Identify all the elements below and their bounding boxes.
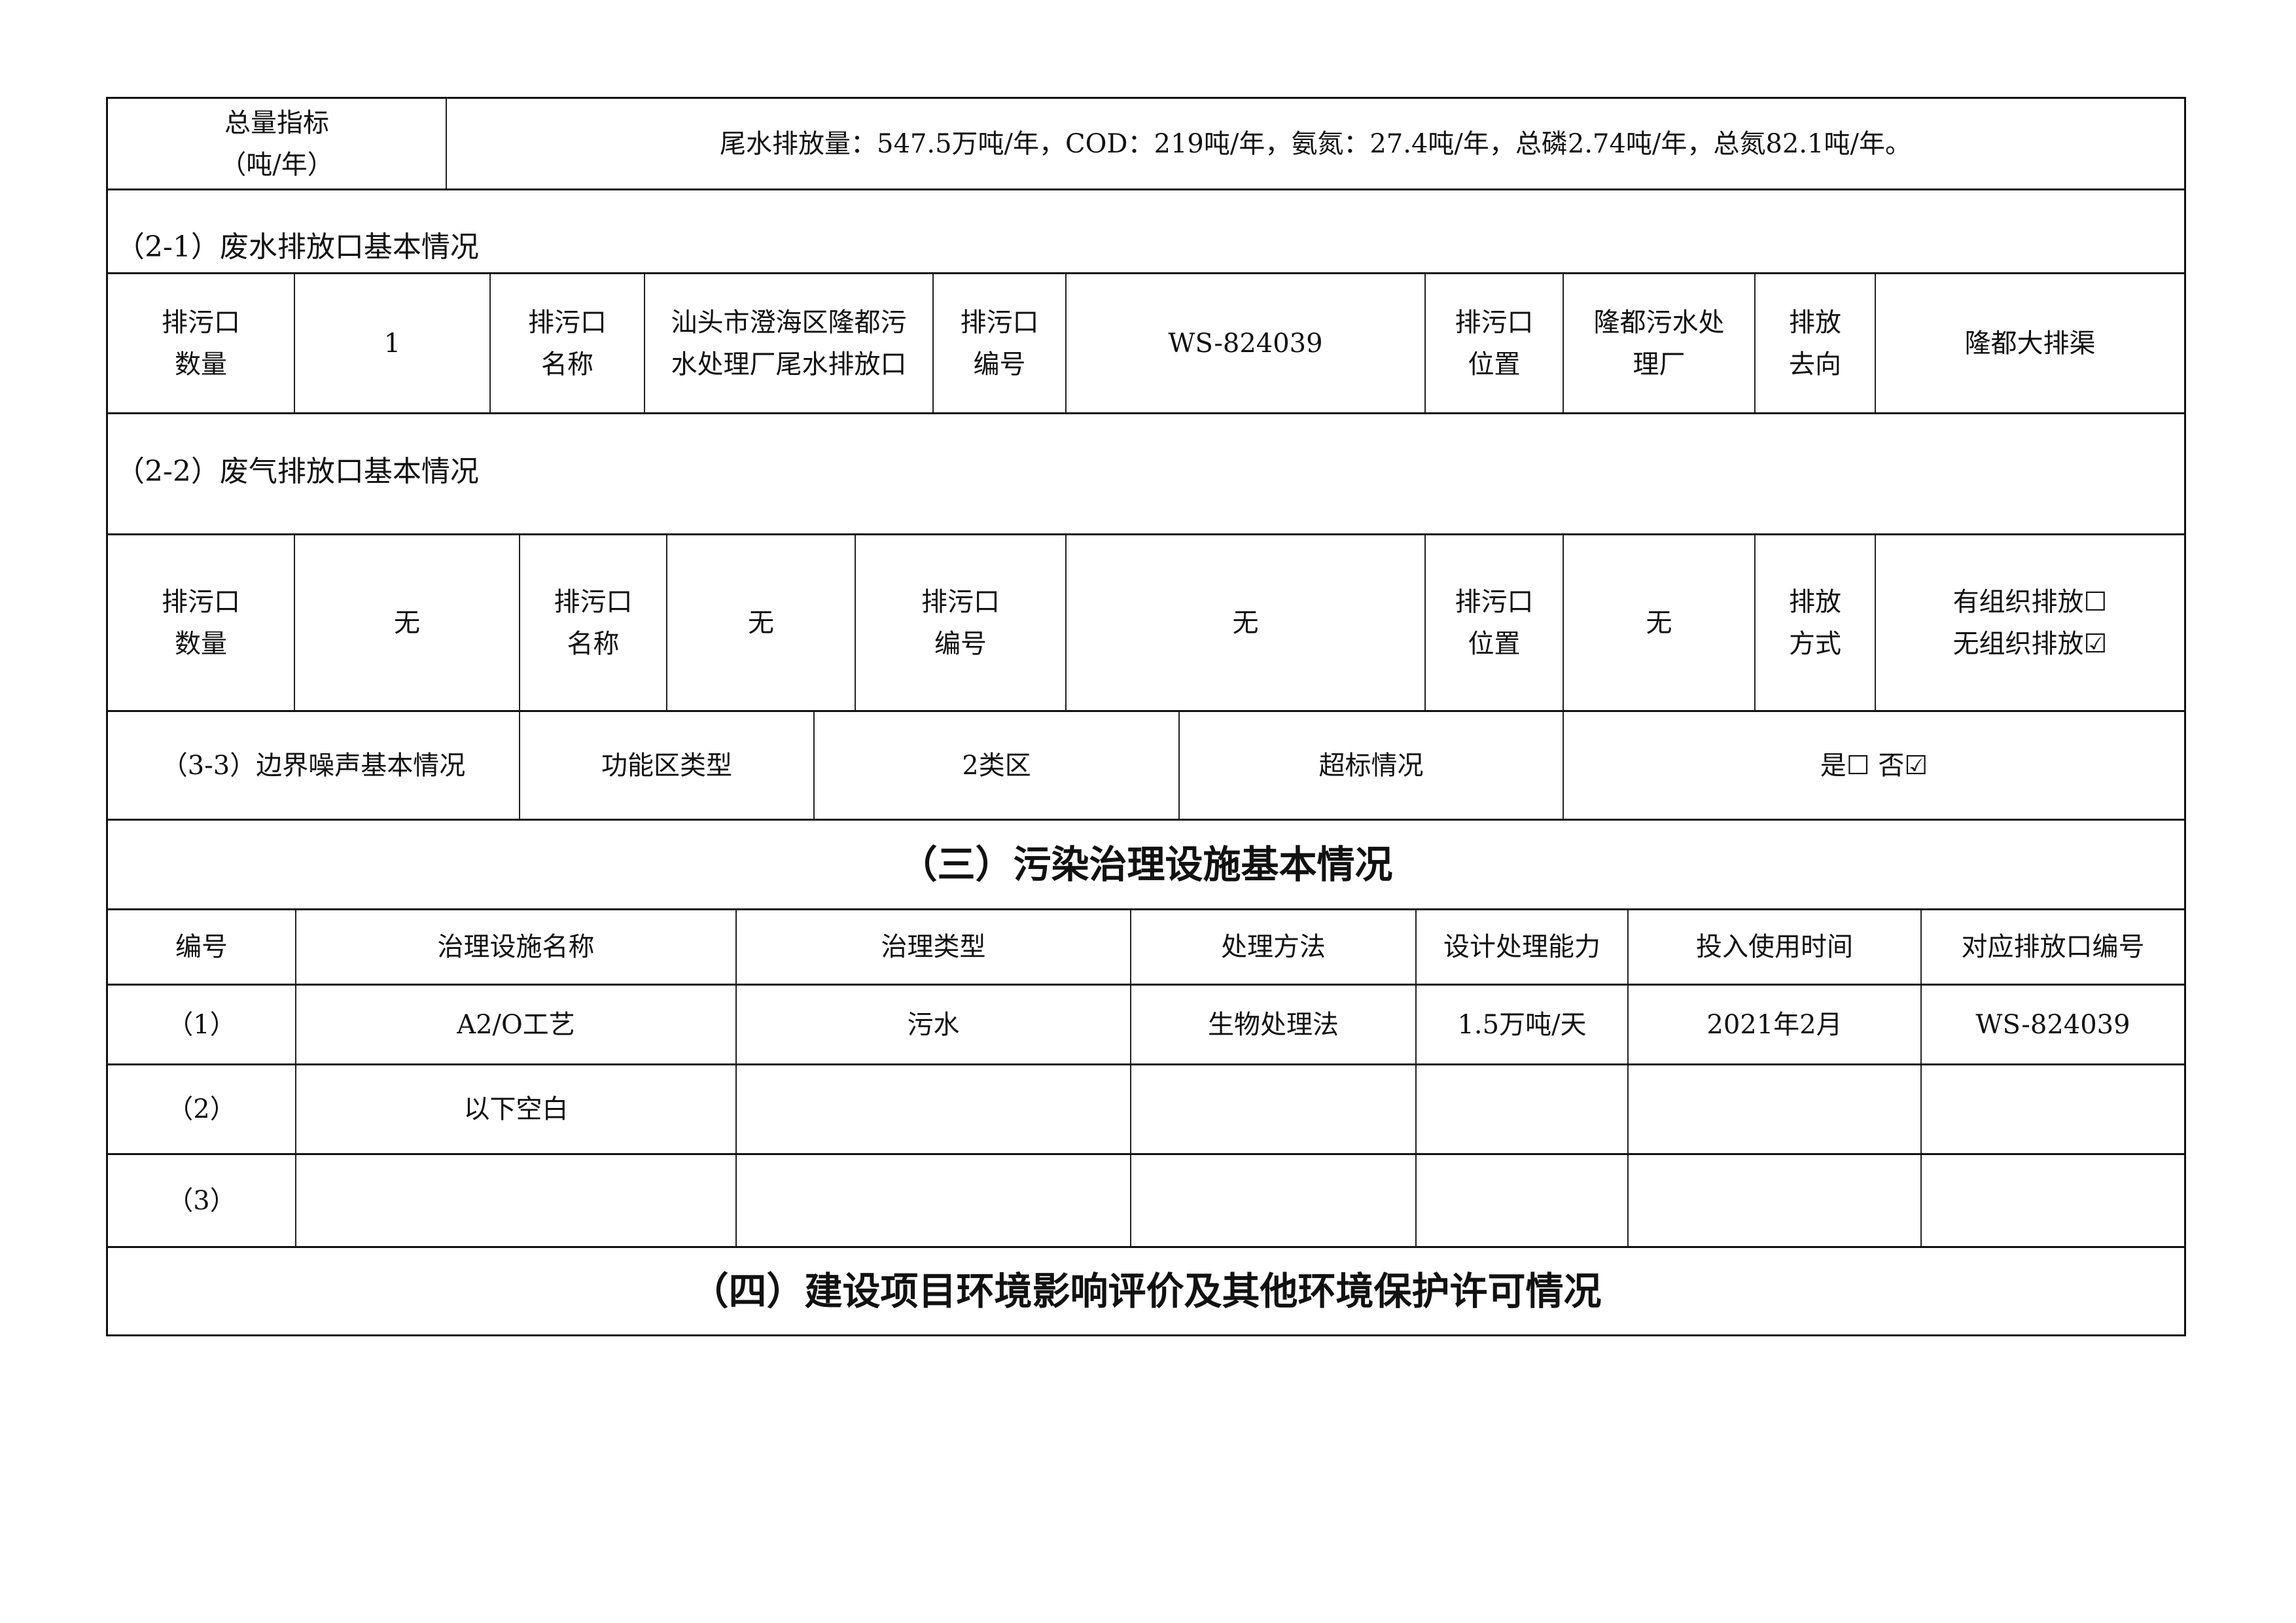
total-label: 总量指标 （吨/年）: [108, 99, 447, 188]
table-row: （1） A2/O工艺 污水 生物处理法 1.5万吨/天 2021年2月 WS-824039: [108, 986, 2184, 1065]
wastewater-cell-5: WS-824039: [1067, 274, 1426, 412]
wastewater-cell-3: 汕头市澄海区隆都污 水处理厂尾水排放口: [645, 274, 934, 412]
gas-cell-7: 无: [1564, 535, 1756, 710]
facility-header-1: 治理设施名称: [296, 910, 737, 984]
table-row: （2） 以下空白: [108, 1065, 2184, 1155]
facility-cell-0: （1）: [108, 986, 296, 1063]
gas-cell-4: 排污口 编号: [856, 535, 1067, 710]
facility-cell-6: [1922, 1065, 2184, 1153]
facility-header-4: 设计处理能力: [1417, 910, 1629, 984]
facility-cell-5: 2021年2月: [1629, 986, 1922, 1063]
facility-cell-2: [737, 1065, 1131, 1153]
gas-cell-2: 排污口 名称: [520, 535, 667, 710]
facility-cell-1: A2/O工艺: [296, 986, 737, 1063]
table-row: （3）: [108, 1155, 2184, 1248]
gas-cell-8: 排放 方式: [1756, 535, 1876, 710]
wastewater-cell-4: 排污口 编号: [934, 274, 1067, 412]
facility-cell-1: [296, 1155, 737, 1246]
noise-cell-0: （3-3）边界噪声基本情况: [108, 712, 520, 819]
facility-header-0: 编号: [108, 910, 296, 984]
facility-cell-5: [1629, 1155, 1922, 1246]
facility-header-5: 投入使用时间: [1629, 910, 1922, 984]
wastewater-heading-row: （2-1）废水排放口基本情况: [108, 190, 2184, 274]
noise-cell-4: 是☐ 否☑: [1820, 750, 1928, 781]
wastewater-cell-2: 排污口 名称: [491, 274, 645, 412]
facility-cell-6: WS-824039: [1975, 1009, 2130, 1040]
wastewater-heading: （2-1）废水排放口基本情况: [116, 230, 479, 264]
facility-cell-3: 生物处理法: [1131, 986, 1417, 1063]
facility-cell-3: [1131, 1065, 1417, 1153]
facility-cell-4: [1417, 1155, 1629, 1246]
wastewater-cell-8: 排放 去向: [1756, 274, 1876, 412]
wastewater-row: 排污口 数量 1 排污口 名称 汕头市澄海区隆都污 水处理厂尾水排放口 排污口 编号 WS…: [108, 274, 2184, 414]
wastewater-cell-7: 隆都污水处 理厂: [1564, 274, 1756, 412]
document-table: 总量指标 （吨/年） 尾水排放量：547.5万吨/年，COD：219吨/年，氨氮…: [106, 97, 2186, 1336]
gas-heading-row: （2-2）废气排放口基本情况: [108, 414, 2184, 535]
wastewater-cell-6: 排污口 位置: [1426, 274, 1564, 412]
noise-cell-1: 功能区类型: [520, 712, 815, 819]
facility-header-2: 治理类型: [737, 910, 1131, 984]
gas-cell-6: 排污口 位置: [1426, 535, 1564, 710]
gas-heading: （2-2）废气排放口基本情况: [116, 455, 479, 488]
gas-cell-1: 无: [295, 535, 520, 710]
gas-cell-9: 有组织排放☐ 无组织排放☑: [1952, 586, 2108, 659]
facility-cell-5: [1629, 1065, 1922, 1153]
facility-cell-0: （3）: [108, 1155, 296, 1246]
wastewater-cell-0: 排污口 数量: [108, 274, 295, 412]
noise-row: （3-3）边界噪声基本情况 功能区类型 2类区 超标情况 是☐ 否☑: [108, 712, 2184, 821]
facility-cell-4: 1.5万吨/天: [1417, 986, 1629, 1063]
facility-cell-2: [737, 1155, 1131, 1246]
facilities-title: （三）污染治理设施基本情况: [899, 842, 1393, 887]
wastewater-cell-1: 1: [295, 274, 491, 412]
gas-cell-5: 无: [1067, 535, 1426, 710]
facility-cell-6: [1922, 1155, 2184, 1246]
section4-title: （四）建设项目环境影响评价及其他环境保护许可情况: [690, 1269, 1602, 1313]
total-value: 尾水排放量：547.5万吨/年，COD：219吨/年，氨氮：27.4吨/年，总磷…: [720, 128, 1911, 159]
facility-cell-1: 以下空白: [296, 1065, 737, 1153]
noise-cell-3: 超标情况: [1180, 712, 1564, 819]
facility-header-6: 对应排放口编号: [1961, 932, 2145, 962]
facility-cell-2: 污水: [737, 986, 1131, 1063]
facilities-header-row: 编号 治理设施名称 治理类型 处理方法 设计处理能力 投入使用时间 对应排放口编号: [108, 910, 2184, 986]
gas-cell-3: 无: [667, 535, 856, 710]
total-row: 总量指标 （吨/年） 尾水排放量：547.5万吨/年，COD：219吨/年，氨氮…: [108, 99, 2184, 190]
facility-cell-4: [1417, 1065, 1629, 1153]
facility-header-3: 处理方法: [1131, 910, 1417, 984]
facility-cell-3: [1131, 1155, 1417, 1246]
wastewater-cell-9: 隆都大排渠: [1964, 328, 2096, 359]
facility-cell-0: （2）: [108, 1065, 296, 1153]
gas-row: 排污口 数量无排污口 名称无排污口 编号无排污口 位置无排放 方式 有组织排放☐ …: [108, 535, 2184, 712]
section4-title-row: （四）建设项目环境影响评价及其他环境保护许可情况: [108, 1248, 2184, 1334]
gas-cell-0: 排污口 数量: [108, 535, 295, 710]
facilities-title-row: （三）污染治理设施基本情况: [108, 821, 2184, 910]
noise-cell-2: 2类区: [815, 712, 1180, 819]
